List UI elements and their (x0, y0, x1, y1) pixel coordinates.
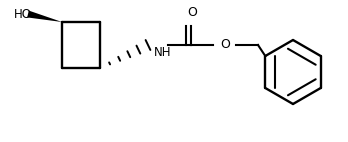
Text: HO: HO (14, 8, 32, 20)
Text: NH: NH (154, 45, 172, 59)
Text: O: O (187, 6, 197, 18)
Polygon shape (27, 11, 62, 22)
Text: O: O (220, 38, 230, 52)
